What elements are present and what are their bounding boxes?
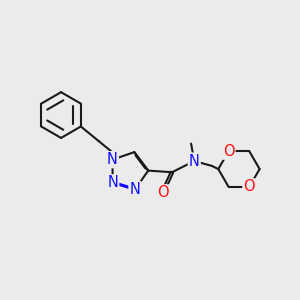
Text: N: N xyxy=(189,154,200,169)
Text: O: O xyxy=(157,185,168,200)
Text: N: N xyxy=(107,152,118,167)
Text: N: N xyxy=(130,182,140,197)
Text: N: N xyxy=(107,175,118,190)
Text: O: O xyxy=(244,179,255,194)
Text: O: O xyxy=(223,144,234,159)
